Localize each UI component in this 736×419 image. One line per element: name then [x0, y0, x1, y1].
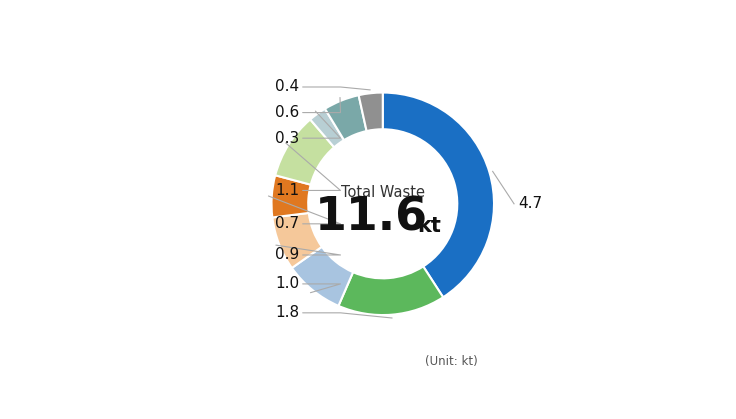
Text: 0.7: 0.7: [275, 216, 300, 231]
Text: Total Waste: Total Waste: [341, 185, 425, 200]
Wedge shape: [272, 213, 322, 268]
Wedge shape: [272, 175, 311, 217]
Wedge shape: [339, 266, 443, 315]
Text: kt: kt: [417, 216, 442, 236]
Text: (Unit: kt): (Unit: kt): [425, 355, 478, 368]
Wedge shape: [292, 247, 353, 306]
Wedge shape: [325, 95, 367, 140]
Text: 0.4: 0.4: [275, 80, 300, 95]
Wedge shape: [383, 93, 494, 297]
Text: 11.6: 11.6: [315, 196, 428, 241]
Wedge shape: [310, 109, 344, 147]
Text: 1.0: 1.0: [275, 277, 300, 291]
Wedge shape: [358, 93, 383, 131]
Text: 0.3: 0.3: [275, 131, 300, 146]
Text: 4.7: 4.7: [518, 197, 542, 211]
Text: 0.9: 0.9: [275, 248, 300, 262]
Text: 1.1: 1.1: [275, 183, 300, 198]
Wedge shape: [275, 119, 334, 185]
Text: 1.8: 1.8: [275, 305, 300, 321]
Text: 0.6: 0.6: [275, 105, 300, 120]
